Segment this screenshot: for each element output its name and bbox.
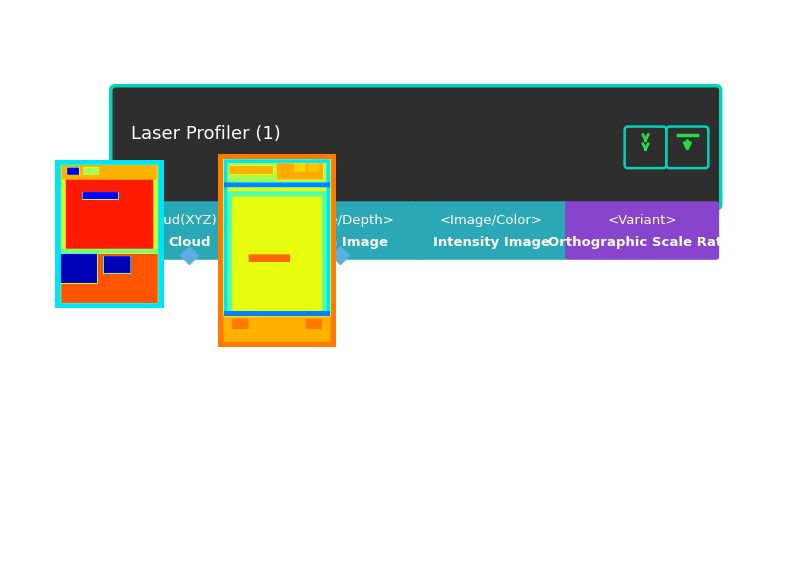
FancyBboxPatch shape	[112, 201, 266, 260]
FancyBboxPatch shape	[263, 201, 417, 260]
Text: Orthographic Scale Ratio: Orthographic Scale Ratio	[547, 235, 736, 248]
Text: Cloud: Cloud	[168, 235, 210, 248]
Text: Depth Image: Depth Image	[292, 235, 388, 248]
FancyBboxPatch shape	[564, 201, 719, 260]
FancyBboxPatch shape	[666, 126, 707, 168]
Text: Laser Profiler (1): Laser Profiler (1)	[131, 125, 281, 143]
Text: Intensity Image: Intensity Image	[432, 235, 549, 248]
Text: <Image/Depth>: <Image/Depth>	[285, 214, 394, 227]
FancyBboxPatch shape	[624, 126, 666, 168]
Text: <Image/Color>: <Image/Color>	[440, 214, 542, 227]
Text: <Cloud(XYZ) [] >: <Cloud(XYZ) [] >	[131, 214, 247, 227]
Text: <Variant>: <Variant>	[607, 214, 676, 227]
FancyBboxPatch shape	[110, 86, 720, 209]
FancyBboxPatch shape	[414, 201, 568, 260]
